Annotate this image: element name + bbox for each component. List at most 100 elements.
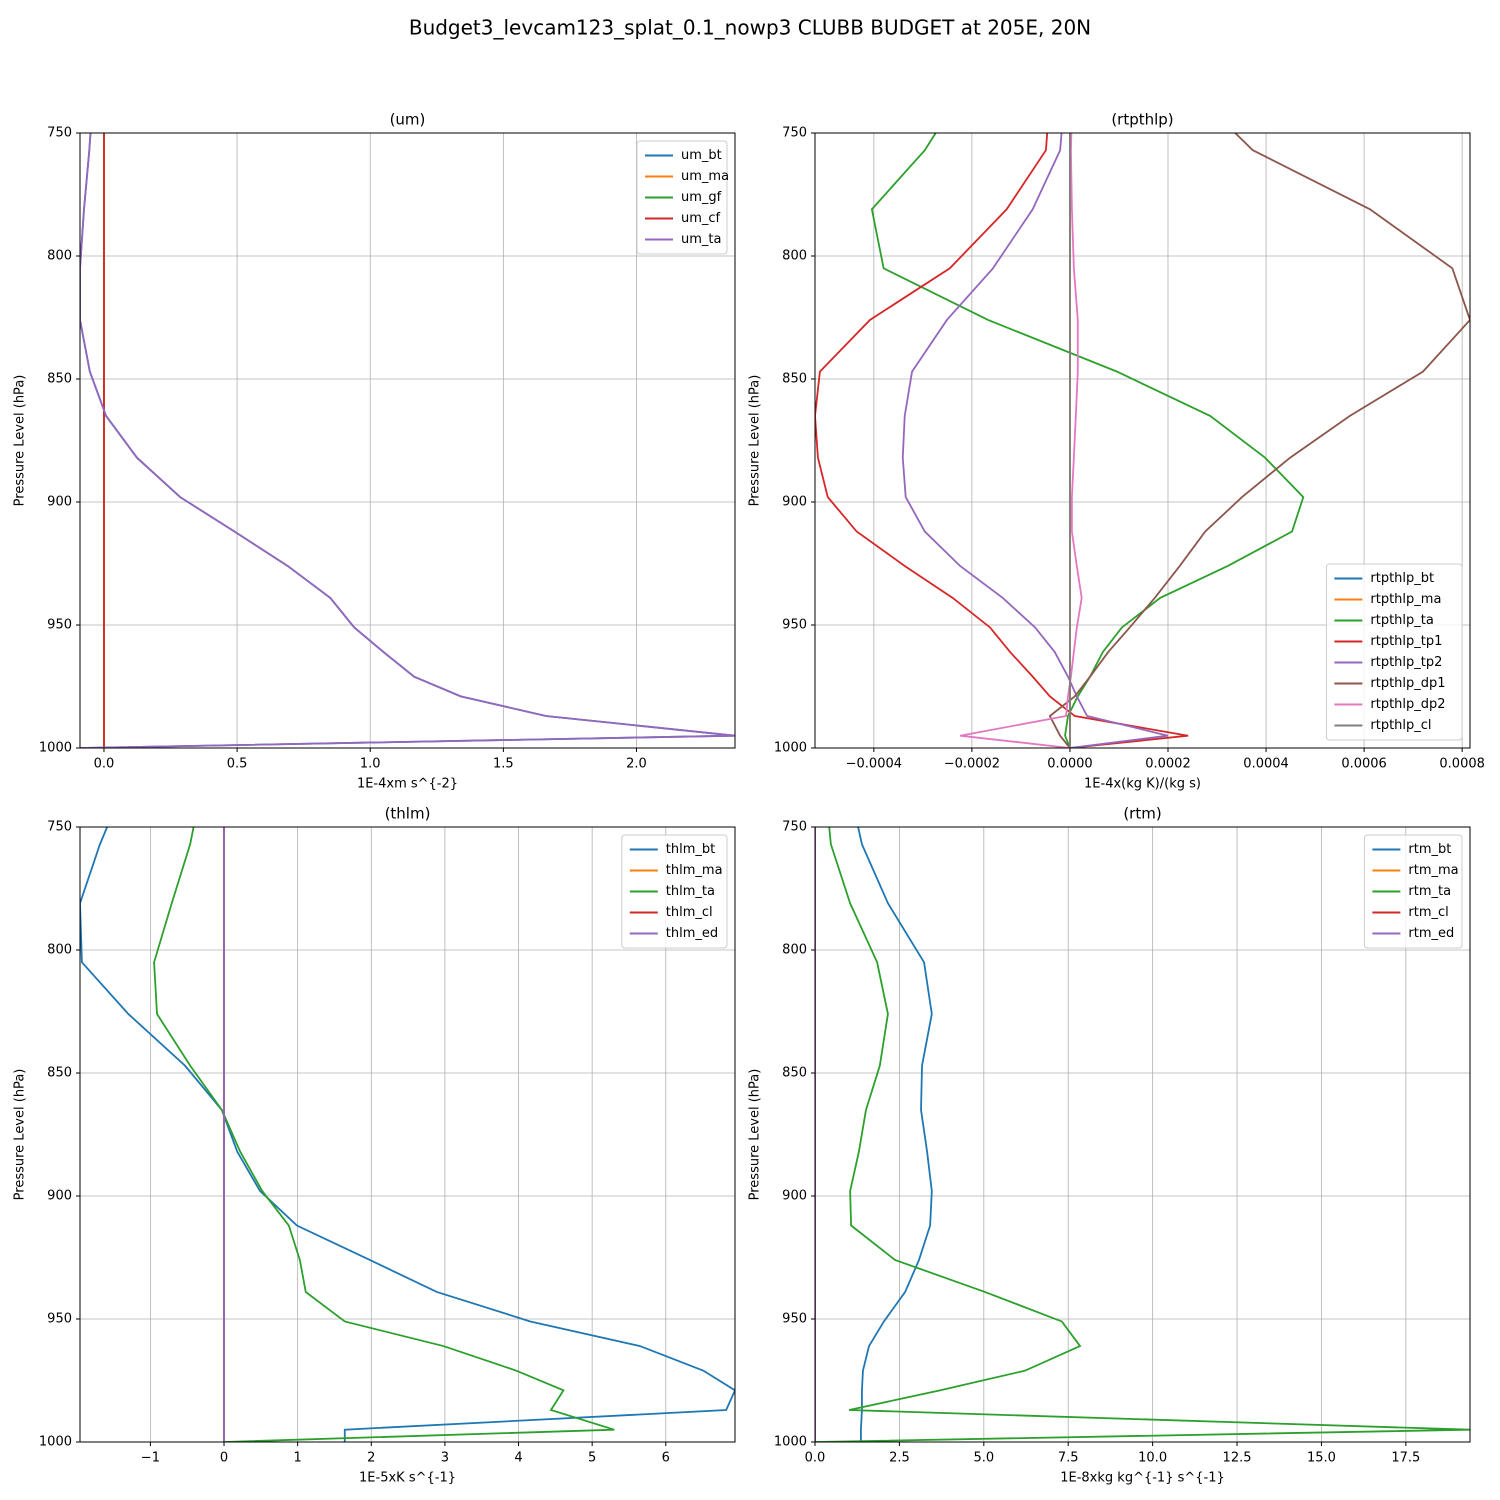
y-tick-label: 850 xyxy=(47,1066,72,1081)
axes-frame xyxy=(79,826,736,1443)
x-tick-label: 1.0 xyxy=(360,757,381,772)
series-line xyxy=(857,827,933,1442)
axes-frame xyxy=(814,826,1471,1443)
y-axis-label: Pressure Level (hPa) xyxy=(13,1069,28,1201)
legend-label: rtpthlp_tp2 xyxy=(1370,655,1442,670)
series-line xyxy=(815,827,1470,1442)
axes-title: (thlm) xyxy=(385,805,431,823)
axes-frame xyxy=(79,132,736,749)
legend-label: thlm_bt xyxy=(666,842,715,857)
y-tick-label: 1000 xyxy=(39,741,72,756)
plot-area xyxy=(815,827,1470,1442)
y-tick-label: 750 xyxy=(782,126,807,141)
y-tick-label: 850 xyxy=(47,372,72,387)
legend-label: um_ma xyxy=(681,169,729,184)
x-axis-label: 1E-4xm s^{-2} xyxy=(357,777,458,792)
legend-label: um_cf xyxy=(681,211,721,226)
y-tick-label: 1000 xyxy=(39,1435,72,1450)
legend-label: rtpthlp_dp1 xyxy=(1370,676,1445,691)
x-tick-label: 0.0008 xyxy=(1439,757,1485,772)
y-tick-label: 950 xyxy=(47,1312,72,1327)
x-tick-label: 5 xyxy=(588,1451,596,1466)
x-tick-label: 0.0 xyxy=(805,1451,826,1466)
x-tick-label: 12.5 xyxy=(1223,1451,1252,1466)
x-tick-label: 7.5 xyxy=(1058,1451,1079,1466)
x-tick-label: 0.0 xyxy=(94,757,115,772)
plot-area xyxy=(815,133,1470,748)
legend-label: rtm_ta xyxy=(1408,884,1451,899)
y-tick-label: 900 xyxy=(782,495,807,510)
y-tick-label: 850 xyxy=(782,372,807,387)
y-tick-label: 750 xyxy=(47,820,72,835)
y-tick-label: 900 xyxy=(47,495,72,510)
y-axis-label: Pressure Level (hPa) xyxy=(13,375,28,507)
axes-title: (rtpthlp) xyxy=(1111,111,1173,129)
series-line xyxy=(1048,133,1470,748)
x-tick-label: 1.5 xyxy=(493,757,514,772)
x-tick-label: −0.0004 xyxy=(846,757,902,772)
series-line xyxy=(815,133,1189,748)
plot-area xyxy=(80,827,735,1442)
x-tick-label: 1 xyxy=(294,1451,302,1466)
x-tick-label: 15.0 xyxy=(1307,1451,1336,1466)
y-tick-label: 800 xyxy=(47,943,72,958)
legend-label: rtm_bt xyxy=(1408,842,1451,857)
x-tick-label: 3 xyxy=(441,1451,449,1466)
series-line xyxy=(959,133,1083,748)
x-tick-label: 2 xyxy=(367,1451,375,1466)
x-tick-label: 2.5 xyxy=(889,1451,910,1466)
x-tick-label: 5.0 xyxy=(973,1451,994,1466)
x-tick-label: 10.0 xyxy=(1138,1451,1167,1466)
y-tick-label: 950 xyxy=(47,618,72,633)
legend-label: rtm_ed xyxy=(1408,926,1454,941)
axes-frame xyxy=(814,132,1471,749)
x-tick-label: −1 xyxy=(141,1451,160,1466)
x-tick-label: 2.0 xyxy=(626,757,647,772)
legend-label: rtpthlp_dp2 xyxy=(1370,697,1445,712)
legend-box xyxy=(621,834,728,949)
y-tick-label: 900 xyxy=(782,1189,807,1204)
y-tick-label: 950 xyxy=(782,618,807,633)
x-tick-label: 0.0000 xyxy=(1047,757,1093,772)
x-tick-label: 6 xyxy=(662,1451,670,1466)
x-tick-label: 0.0006 xyxy=(1341,757,1387,772)
legend-label: rtpthlp_ta xyxy=(1370,613,1433,628)
legend-label: rtpthlp_ma xyxy=(1370,592,1441,607)
y-tick-label: 850 xyxy=(782,1066,807,1081)
y-tick-label: 950 xyxy=(782,1312,807,1327)
figure-title: Budget3_levcam123_splat_0.1_nowp3 CLUBB … xyxy=(409,16,1091,40)
legend-label: um_ta xyxy=(681,232,721,247)
legend-label: thlm_ed xyxy=(666,926,718,941)
y-axis-label: Pressure Level (hPa) xyxy=(748,1069,763,1201)
legend-box xyxy=(636,140,728,255)
legend-label: rtm_cl xyxy=(1408,905,1448,920)
y-tick-label: 800 xyxy=(782,943,807,958)
x-axis-label: 1E-5xK s^{-1} xyxy=(359,1471,456,1486)
axes-title: (rtm) xyxy=(1123,805,1161,823)
legend-label: thlm_ta xyxy=(666,884,715,899)
x-tick-label: −0.0002 xyxy=(944,757,1000,772)
axes-title: (um) xyxy=(390,111,426,129)
x-tick-label: 17.5 xyxy=(1391,1451,1420,1466)
legend-label: um_gf xyxy=(681,190,722,205)
x-axis-label: 1E-8xkg kg^{-1} s^{-1} xyxy=(1060,1471,1225,1486)
legend-label: thlm_cl xyxy=(666,905,713,920)
y-tick-label: 800 xyxy=(782,249,807,264)
x-axis-label: 1E-4x(kg K)/(kg s) xyxy=(1084,777,1201,792)
x-tick-label: 0.0002 xyxy=(1145,757,1191,772)
y-tick-label: 750 xyxy=(47,126,72,141)
y-tick-label: 1000 xyxy=(774,741,807,756)
legend-label: thlm_ma xyxy=(666,863,723,878)
plot-area xyxy=(80,133,735,748)
series-line xyxy=(80,827,735,1442)
y-tick-label: 750 xyxy=(782,820,807,835)
y-tick-label: 800 xyxy=(47,249,72,264)
x-tick-label: 4 xyxy=(514,1451,522,1466)
y-tick-label: 1000 xyxy=(774,1435,807,1450)
x-tick-label: 0.5 xyxy=(227,757,248,772)
legend-label: um_bt xyxy=(681,148,722,163)
legend-label: rtpthlp_tp1 xyxy=(1370,634,1442,649)
legend-box xyxy=(1325,563,1463,741)
